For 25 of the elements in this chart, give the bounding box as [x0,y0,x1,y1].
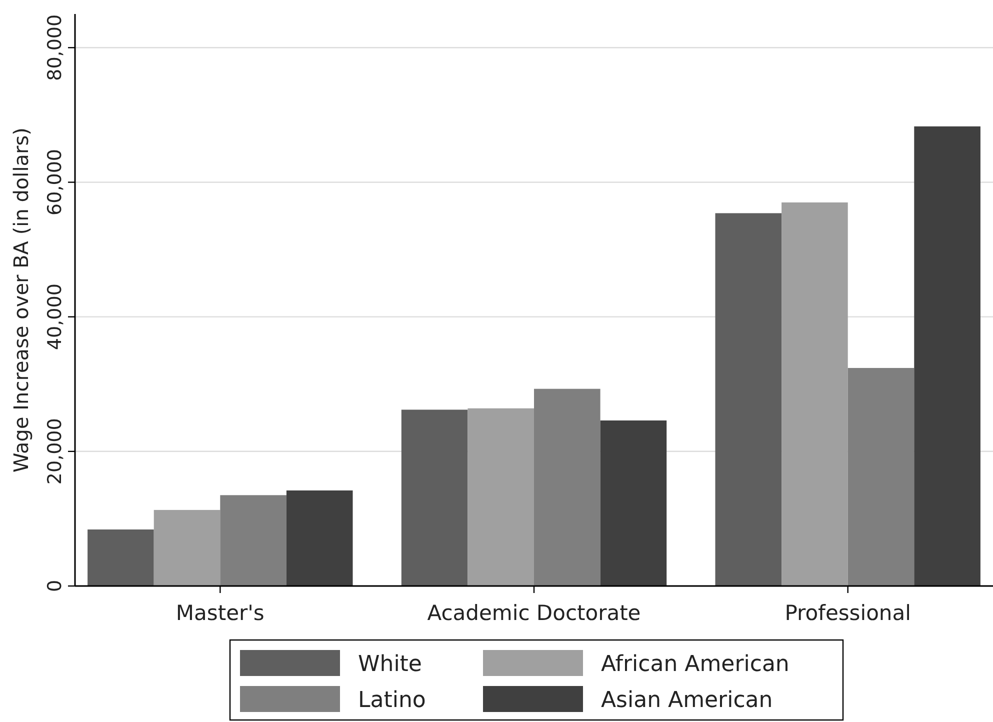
y-tick-label: 80,000 [44,14,66,81]
legend-label: Asian American [601,688,773,713]
x-tick-label: Professional [784,601,911,625]
bar [154,510,220,586]
y-tick-label: 20,000 [44,418,66,485]
legend-label: African American [601,652,790,677]
bar [782,202,848,586]
bar [534,388,600,586]
legend-label: White [358,652,422,677]
bar [715,213,782,586]
x-tick-label: Academic Doctorate [427,601,641,625]
bar [88,529,154,586]
bar [286,490,353,586]
bar [401,410,468,586]
y-tick-label: 60,000 [44,148,66,216]
bar [600,420,667,586]
y-tick-label: 0 [44,580,66,592]
legend-label: Latino [358,688,426,713]
x-tick-label: Master's [176,601,264,625]
bar [914,126,980,586]
bar [848,368,914,586]
y-axis-title: Wage Increase over BA (in dollars) [9,128,33,472]
bar [468,408,534,586]
y-tick-label: 40,000 [44,284,66,350]
bar [220,495,286,586]
